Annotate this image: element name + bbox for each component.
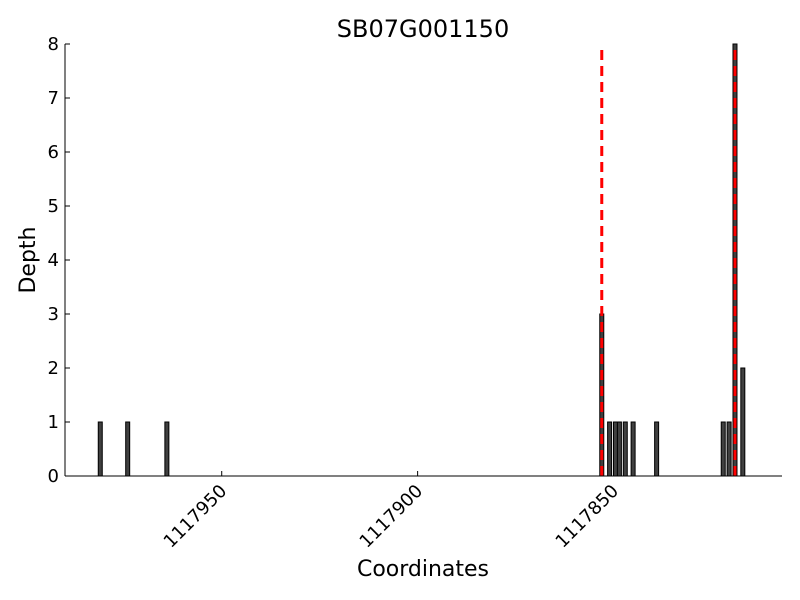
bar-13 — [740, 367, 746, 477]
y-tick-label-4: 4 — [48, 250, 59, 271]
y-tick-label-3: 3 — [48, 304, 59, 325]
y-ticks: 0 1 2 3 4 5 6 7 8 — [48, 34, 70, 487]
y-tick-label-7: 7 — [48, 88, 59, 109]
bar-0 — [97, 421, 103, 477]
y-tick-label-8: 8 — [48, 34, 59, 55]
bars-layer — [97, 43, 746, 477]
bar-9 — [654, 421, 660, 477]
bar-6 — [616, 421, 622, 477]
x-tick-label-0: 1117950 — [160, 481, 232, 553]
bar-7 — [622, 421, 628, 477]
y-axis-title: Depth — [16, 226, 41, 293]
bar-5 — [612, 421, 618, 477]
x-ticks: 1117950 1117900 1117850 — [160, 471, 623, 552]
bar-10 — [720, 421, 726, 477]
x-tick-label-2: 1117850 — [552, 481, 624, 553]
y-tick-label-2: 2 — [48, 358, 59, 379]
y-tick-label-1: 1 — [48, 412, 59, 433]
y-tick-label-5: 5 — [48, 196, 59, 217]
x-tick-label-1: 1117900 — [356, 481, 428, 553]
x-axis-title: Coordinates — [357, 557, 489, 582]
bar-4 — [607, 421, 613, 477]
bar-11 — [726, 421, 732, 477]
y-tick-label-0: 0 — [48, 466, 59, 487]
axes-layer — [64, 44, 782, 477]
chart-title: SB07G001150 — [337, 15, 509, 43]
bar-1 — [125, 421, 131, 477]
bar-8 — [630, 421, 636, 477]
y-tick-label-6: 6 — [48, 142, 59, 163]
bar-2 — [164, 421, 170, 477]
markers-layer — [600, 50, 737, 476]
